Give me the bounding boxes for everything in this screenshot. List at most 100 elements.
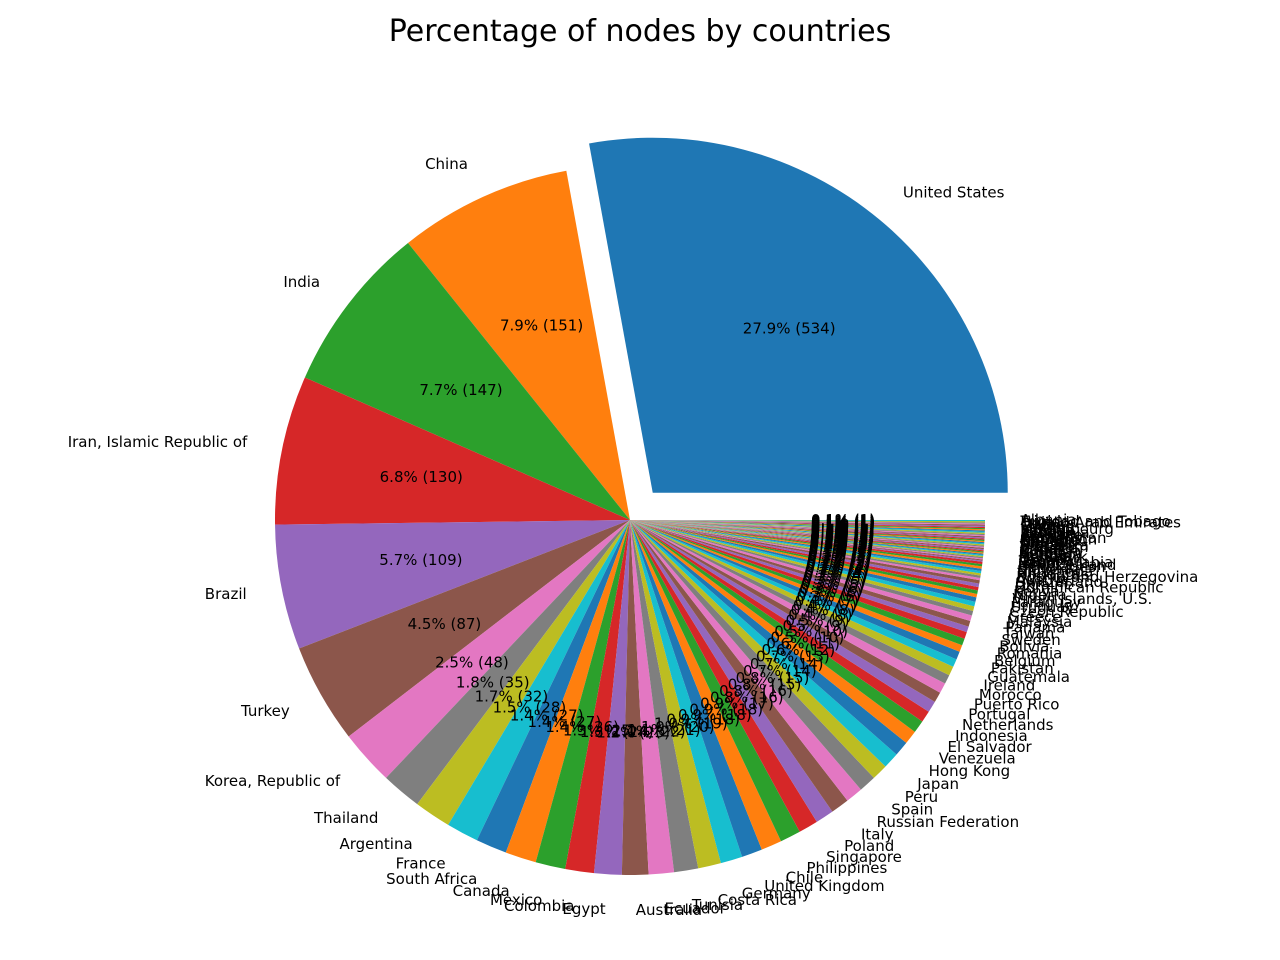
pie-slice-hungary	[630, 520, 984, 553]
pie-slice-jordan	[630, 520, 984, 559]
pie-label-armenia: Armenia	[1020, 527, 1083, 545]
pie-value-label-philippines: 0.9% (18)	[689, 701, 763, 719]
pie-slice-albania	[630, 520, 986, 522]
pie-value-label-cyprus: 0.1% (1)	[811, 514, 875, 532]
pie-slice-ethiopia	[630, 520, 985, 540]
pie-value-label-germany: 1.0% (19)	[654, 715, 728, 733]
pie-slice-el-salvador	[630, 520, 923, 732]
pie-value-label-guatemala: 0.4% (7)	[793, 596, 857, 614]
pie-slice-netherlands	[630, 520, 935, 712]
pie-label-el-salvador: El Salvador	[947, 738, 1032, 756]
pie-label-ukraine: Ukraine	[1015, 576, 1073, 594]
pie-label-south-africa: South Africa	[386, 870, 477, 888]
pie-slice-germany	[630, 520, 743, 864]
pie-slice-bangladesh	[630, 520, 983, 565]
pie-label-cuba: Cuba	[1019, 541, 1058, 559]
pie-slice-paraguay	[630, 520, 978, 598]
pie-slice-mexico	[535, 520, 630, 870]
pie-label-norway: Norway	[1019, 549, 1076, 567]
pie-value-label-serbia: 0.1% (1)	[810, 529, 874, 547]
pie-value-label-nigeria: 0.2% (3)	[807, 552, 871, 570]
pie-label-lebanon: Lebanon	[1018, 551, 1082, 569]
pie-slice-brazil	[275, 520, 630, 649]
pie-slice-malaysia	[630, 520, 974, 616]
pie-slice-turkey	[299, 520, 630, 737]
pie-label-nicaragua: Nicaragua	[1017, 563, 1093, 581]
pie-label-united-arab-emirates: United Arab Emirates	[1020, 514, 1181, 532]
pie-label-puerto-rico: Puerto Rico	[974, 696, 1060, 714]
pie-value-label-iran-islamic-republic-of: 6.8% (130)	[380, 468, 463, 486]
pie-slice-new-zealand	[630, 520, 983, 562]
pie-slice-kazakhstan	[630, 520, 985, 538]
pie-value-label-saudi-arabia: 0.1% (1)	[810, 534, 874, 552]
pie-value-label-virgin-islands-u-s: 0.2% (3)	[806, 554, 870, 572]
pie-value-label-dominican-republic: 0.2% (3)	[808, 548, 872, 566]
pie-label-spain: Spain	[891, 801, 933, 819]
pie-value-label-uruguay: 0.2% (4)	[806, 558, 870, 576]
pie-wedges	[274, 137, 1008, 876]
pie-label-croatia: Croatia	[1019, 543, 1073, 561]
pie-value-label-greece: 0.2% (4)	[804, 564, 868, 582]
pie-label-italy: Italy	[861, 825, 894, 843]
pie-slice-latvia	[630, 520, 985, 532]
pie-label-japan: Japan	[916, 775, 959, 793]
pie-value-label-brazil: 5.7% (109)	[379, 551, 462, 569]
pie-value-label-italy: 0.8% (16)	[719, 682, 793, 700]
pie-slice-switzerland	[630, 520, 981, 578]
pie-label-brazil: Brazil	[205, 585, 247, 603]
pie-label-austria: Austria	[1016, 570, 1069, 588]
pie-label-viet-nam: Viet Nam	[1020, 538, 1089, 556]
pie-value-label-france: 1.5% (28)	[493, 698, 567, 716]
pie-label-denmark: Denmark	[1019, 548, 1088, 566]
pie-slice-slovenia	[630, 520, 983, 567]
pie-label-new-zealand: New Zealand	[1018, 556, 1117, 574]
pie-slice-ireland	[630, 520, 954, 676]
pie-slice-colombia	[565, 520, 630, 874]
pie-slice-czech-republic	[630, 520, 976, 607]
pie-value-label-kazakhstan: 0.1% (1)	[811, 521, 875, 539]
pie-value-label-denmark: 0.1% (1)	[810, 531, 874, 549]
pie-value-label-portugal: 0.5% (9)	[782, 617, 846, 635]
pie-slice-qatar	[630, 520, 985, 525]
pie-label-ethiopia: Ethiopia	[1020, 532, 1081, 550]
pie-value-label-romania: 0.3% (6)	[798, 584, 862, 602]
pie-label-ghana: Ghana	[1020, 533, 1069, 551]
pie-value-label-slovenia: 0.1% (2)	[809, 538, 873, 556]
pie-slice-sweden	[630, 520, 969, 633]
pie-label-france: France	[396, 855, 446, 873]
pie-label-hong-kong: Hong Kong	[929, 762, 1011, 780]
pie-slice-sri-lanka	[630, 520, 985, 545]
pie-value-label-estonia: 0.1% (1)	[811, 516, 875, 534]
pie-label-hungary: Hungary	[1019, 546, 1083, 564]
pie-label-netherlands: Netherlands	[962, 716, 1054, 734]
pie-value-label-kenya: 0.2% (3)	[807, 550, 871, 568]
pie-slice-nepal	[630, 520, 985, 544]
pie-slice-croatia	[630, 520, 984, 551]
pie-label-taiwan: Taiwan	[1002, 625, 1054, 643]
pie-slice-italy	[630, 520, 848, 812]
pie-slice-pakistan	[630, 520, 960, 660]
pie-label-poland: Poland	[844, 837, 894, 855]
pie-slice-estonia	[630, 520, 985, 531]
pie-slice-saudi-arabia	[630, 520, 983, 560]
pie-slice-peru	[630, 520, 886, 778]
pie-slice-iceland	[630, 520, 985, 529]
pie-value-label-panama: 0.3% (5)	[803, 569, 867, 587]
pie-label-indonesia: Indonesia	[955, 727, 1028, 745]
pie-value-label-argentina: 1.7% (32)	[475, 687, 549, 705]
pie-label-morocco: Morocco	[979, 686, 1042, 704]
pie-label-albania: Albania	[1021, 511, 1077, 529]
pie-label-czech-republic: Czech Republic	[1009, 603, 1123, 621]
pie-label-uruguay: Uruguay	[1011, 598, 1075, 616]
pie-slice-jamaica	[630, 520, 985, 547]
pie-slice-belgium	[630, 520, 963, 652]
pie-slice-malta	[630, 520, 985, 526]
pie-slice-armenia	[630, 520, 985, 536]
pie-value-label-armenia: 0.1% (1)	[811, 519, 875, 537]
pie-value-label-china: 7.9% (151)	[500, 317, 583, 335]
pie-label-sweden: Sweden	[1002, 631, 1061, 649]
pie-label-lithuania: Lithuania	[1020, 524, 1089, 542]
pie-label-estonia: Estonia	[1020, 521, 1075, 539]
pie-slice-australia	[621, 520, 649, 876]
pie-slice-trinidad-and-tobago	[630, 520, 985, 523]
